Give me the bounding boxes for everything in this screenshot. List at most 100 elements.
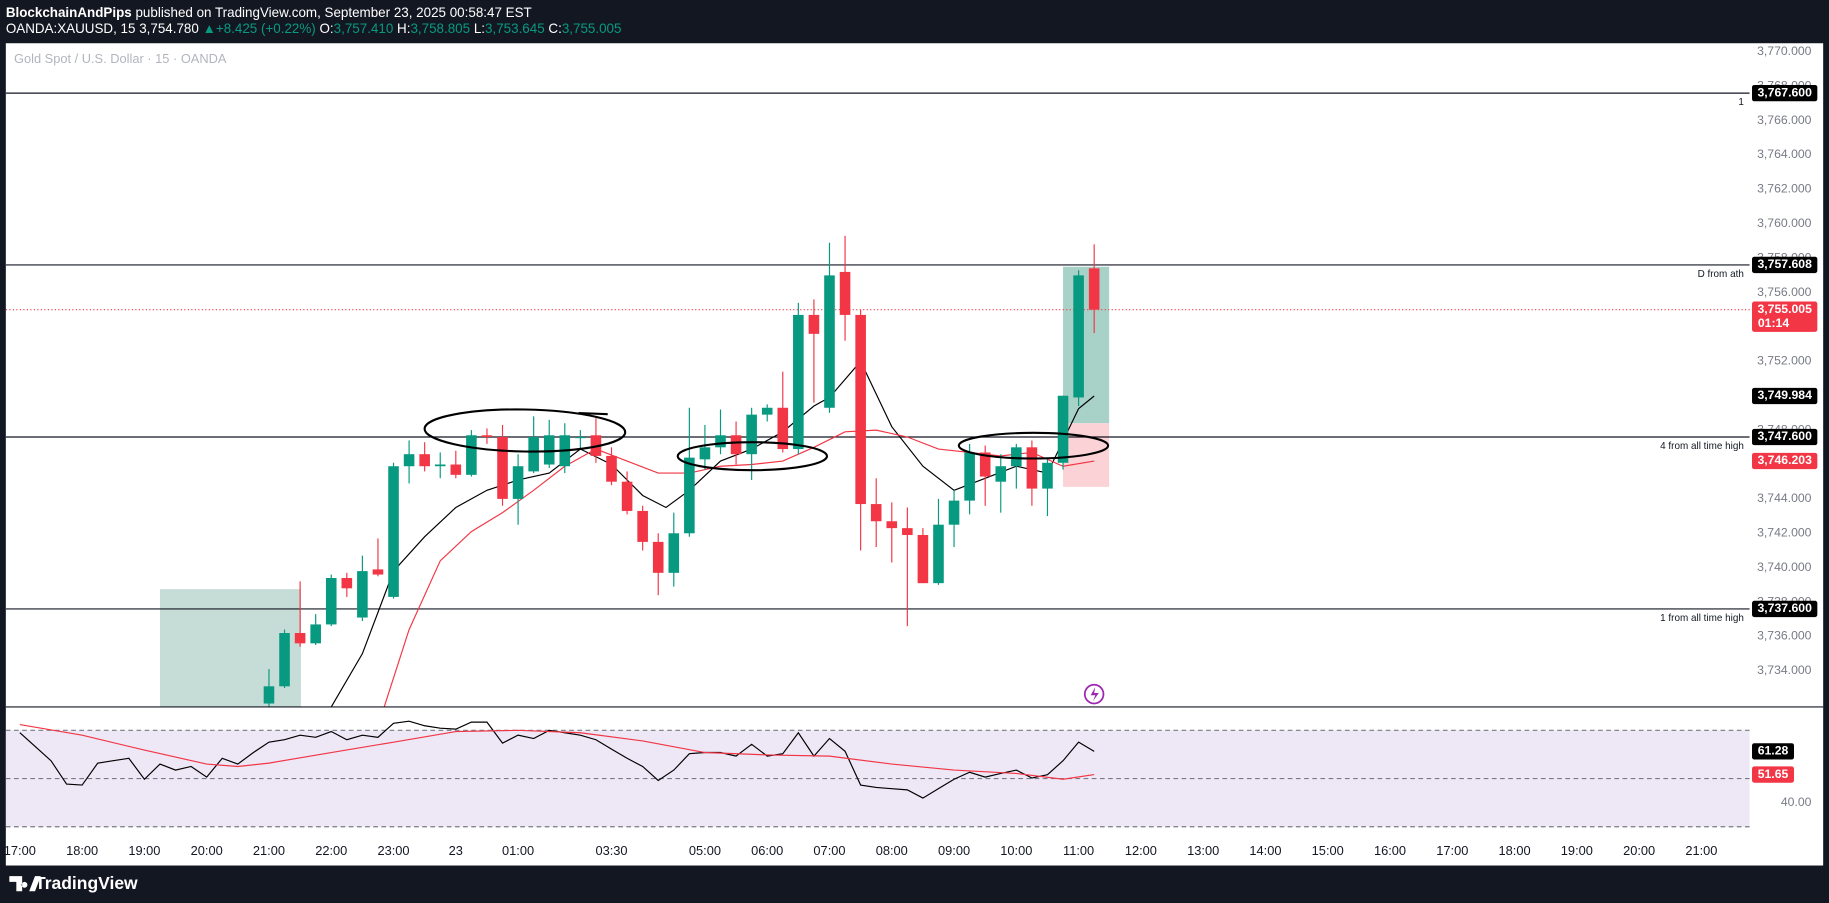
price-label: 3,747.600 (1757, 429, 1812, 443)
candle-body (886, 521, 898, 529)
event-icon[interactable] (1083, 683, 1105, 705)
candle-body (481, 435, 493, 437)
x-tick-label: 23:00 (377, 843, 409, 858)
x-tick-label: 20:00 (191, 843, 223, 858)
x-tick-label: 19:00 (1561, 843, 1593, 858)
axes: 3,734.0003,736.0003,738.0003,740.0003,74… (4, 44, 1818, 858)
event-bolt (1090, 687, 1099, 702)
candle-body (310, 624, 321, 644)
ohlc-value: 3,755.005 (562, 21, 622, 36)
x-tick-label: 12:00 (1125, 843, 1157, 858)
plot (19, 235, 1100, 799)
ohlc-value: 3,758.805 (410, 21, 470, 36)
y-tick-label: 3,742.000 (1757, 526, 1812, 540)
x-tick-label: 01:00 (502, 843, 534, 858)
candle-body (512, 466, 524, 499)
candle-body (466, 435, 477, 475)
candle-body (824, 275, 835, 408)
hand-stroke[interactable] (578, 411, 608, 416)
price-label-box (1752, 452, 1818, 470)
x-tick-label: 11:00 (1063, 843, 1094, 858)
ohlc-key: H: (397, 21, 410, 36)
candle-body (761, 407, 773, 415)
x-tick-label: 14:00 (1249, 843, 1281, 858)
candle-body (1073, 275, 1084, 398)
x-tick-label: 08:00 (876, 843, 908, 858)
price-label-box (1752, 428, 1818, 446)
candle-body (1042, 462, 1053, 489)
candle-body (995, 466, 1007, 482)
change: +8.425 (+0.22%) (216, 21, 316, 36)
brand-logo[interactable] (9, 876, 41, 892)
pane-plot (263, 235, 1100, 707)
candle-body (637, 510, 648, 542)
price-label-box (1752, 84, 1818, 102)
candle-body (668, 533, 680, 573)
x-tick-label: 06:00 (751, 843, 783, 858)
value-label: 61.28 (1758, 744, 1789, 758)
ohlc-key: O: (319, 21, 333, 36)
x-tick-label: 17:00 (4, 843, 36, 858)
candle-body (543, 435, 555, 465)
x-tick-label: 09:00 (938, 843, 970, 858)
candle-body (777, 407, 789, 450)
x-tick-label: 18:00 (66, 843, 98, 858)
ohlc-value: 3,753.645 (485, 21, 545, 36)
author[interactable]: BlockchainAndPips (6, 4, 132, 19)
line-note: 1 (1738, 97, 1744, 108)
drawings-back (5, 92, 1750, 828)
position-box (1063, 266, 1110, 424)
candle-body (839, 271, 851, 315)
candle-body (964, 452, 975, 501)
candle-body (263, 686, 275, 704)
candle-body (917, 535, 929, 584)
y-tick-label: 3,760.000 (1757, 216, 1812, 230)
hand-ellipse[interactable] (676, 441, 829, 472)
candle-body (948, 500, 960, 525)
candle-body (621, 481, 633, 511)
y-tick-label: 3,734.000 (1757, 663, 1812, 677)
x-tick-label: 20:00 (1623, 843, 1655, 858)
change-arrow: ▲ (203, 21, 216, 36)
x-tick-label: 05:00 (689, 843, 721, 858)
y-tick-label: 3,752.000 (1757, 354, 1812, 368)
candle-body (372, 569, 384, 575)
candle-body (1057, 395, 1069, 463)
hand-ellipse[interactable] (423, 408, 627, 453)
candle-body (341, 577, 353, 589)
header-line: BlockchainAndPips published on TradingVi… (6, 4, 532, 19)
price-label: 3,746.203 (1757, 453, 1812, 467)
footer (0, 865, 1829, 903)
candle-body (528, 436, 539, 472)
y-tick-label: 3,764.000 (1757, 147, 1812, 161)
y-tick-label: 3,770.000 (1757, 44, 1812, 58)
pane-plot (19, 720, 1095, 799)
price-label: 3,755.005 (1757, 302, 1812, 316)
y-tick-label: 40.00 (1781, 795, 1812, 809)
candle-body (808, 314, 820, 334)
line-note: D from ath (1698, 269, 1744, 280)
x-tick-label: 23 (449, 843, 463, 858)
y-tick-label: 3,762.000 (1757, 182, 1812, 196)
x-tick-label: 22:00 (315, 843, 347, 858)
x-tick-label: 10:00 (1000, 843, 1032, 858)
candle-body (497, 436, 508, 499)
symbol: OANDA:XAUUSD, 15 (6, 21, 136, 36)
price-label-box (1752, 387, 1818, 405)
hand-ellipse[interactable] (957, 431, 1110, 460)
candle-body (1026, 447, 1038, 489)
price-label-box (1752, 256, 1818, 274)
x-tick-label: 21:00 (1685, 843, 1717, 858)
x-tick-label: 15:00 (1312, 843, 1344, 858)
value-label-box (1752, 743, 1795, 760)
y-tick-label: 3,766.000 (1757, 113, 1812, 127)
ohlc-value: 3,757.410 (334, 21, 394, 36)
x-tick-label: 16:00 (1374, 843, 1406, 858)
x-tick-label: 13:00 (1187, 843, 1219, 858)
x-tick-label: 07:00 (813, 843, 845, 858)
ohlc-key: L: (474, 21, 485, 36)
brand-name[interactable]: TradingView (35, 873, 138, 893)
candle-body (1011, 447, 1022, 467)
value-label: 51.65 (1758, 767, 1789, 781)
candle-body (1088, 268, 1100, 310)
